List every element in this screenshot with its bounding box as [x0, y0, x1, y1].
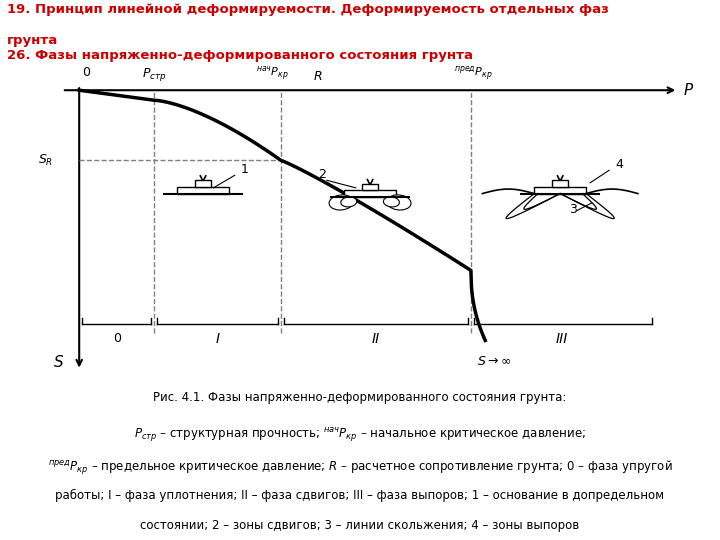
Bar: [534, 186, 586, 193]
Text: 4: 4: [615, 158, 623, 171]
Bar: [344, 190, 396, 197]
Text: 19. Принцип линейной деформируемости. Деформируемость отдельных фаз: 19. Принцип линейной деформируемости. Де…: [7, 3, 609, 16]
Text: 0: 0: [112, 332, 121, 345]
Text: 3: 3: [569, 203, 577, 216]
Bar: [361, 184, 379, 190]
Text: $R$: $R$: [313, 70, 323, 83]
Ellipse shape: [341, 197, 357, 207]
Ellipse shape: [387, 195, 411, 210]
Text: $^{нач}P_{кр}$: $^{нач}P_{кр}$: [256, 64, 289, 83]
Text: P: P: [684, 83, 693, 98]
Bar: [194, 180, 212, 186]
Bar: [552, 180, 569, 186]
Text: $P_{стр}$: $P_{стр}$: [142, 66, 166, 83]
Text: работы; I – фаза уплотнения; II – фаза сдвигов; III – фаза выпоров; 1 – основани: работы; I – фаза уплотнения; II – фаза с…: [55, 489, 665, 502]
Text: $^{пред}P_{кр}$: $^{пред}P_{кр}$: [454, 64, 493, 83]
Text: 2: 2: [318, 168, 326, 181]
Ellipse shape: [329, 195, 354, 210]
Text: $S_R$: $S_R$: [38, 153, 53, 168]
Bar: [177, 186, 229, 193]
Ellipse shape: [383, 197, 400, 207]
Text: 0: 0: [82, 66, 90, 79]
Text: состоянии; 2 – зоны сдвигов; 3 – линии скольжения; 4 – зоны выпоров: состоянии; 2 – зоны сдвигов; 3 – линии с…: [140, 519, 580, 532]
Text: Рис. 4.1. Фазы напряженно-деформированного состояния грунта:: Рис. 4.1. Фазы напряженно-деформированно…: [153, 391, 567, 404]
Text: грунта
26. Фазы напряженно-деформированного состояния грунта: грунта 26. Фазы напряженно-деформированн…: [7, 33, 473, 62]
Text: S: S: [54, 355, 64, 370]
Text: II: II: [372, 332, 380, 346]
Text: III: III: [555, 332, 568, 346]
Text: 1: 1: [240, 163, 248, 176]
Text: I: I: [215, 332, 220, 346]
Text: $S\rightarrow\infty$: $S\rightarrow\infty$: [477, 355, 511, 368]
Text: $^{пред}P_{кр}$ – предельное критическое давление; $R$ – расчетное сопротивление: $^{пред}P_{кр}$ – предельное критическое…: [48, 459, 672, 477]
Text: $P_{стр}$ – структурная прочность; $^{нач}P_{кр}$ – начальное критическое давлен: $P_{стр}$ – структурная прочность; $^{на…: [134, 426, 586, 444]
